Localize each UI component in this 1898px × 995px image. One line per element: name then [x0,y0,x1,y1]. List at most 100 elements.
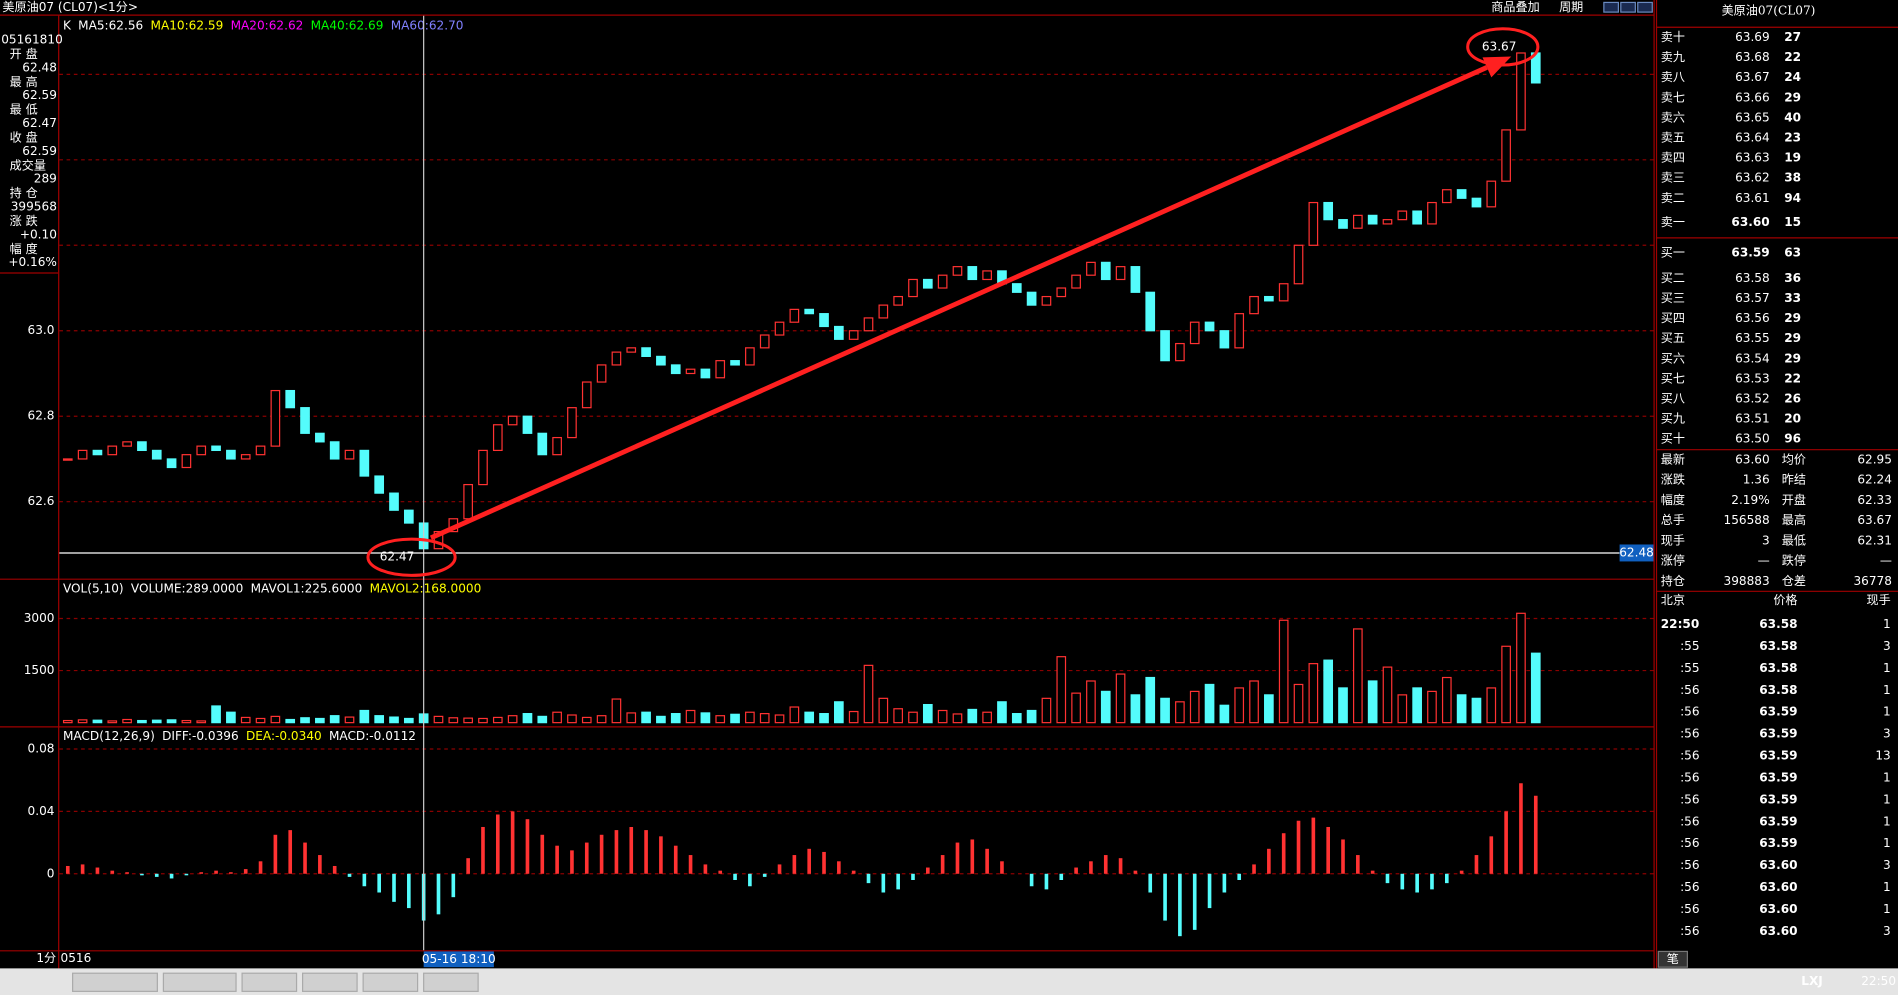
tab-label[interactable]: 笔 [1667,951,1679,966]
period-label: 1分 [36,951,56,965]
toolbar-item[interactable]: 商品叠加 [1491,0,1539,14]
y-tick-label: 0.04 [28,804,55,818]
candle [1026,291,1037,306]
volume-bar [759,713,770,724]
volume-bar [1041,697,1052,724]
book-volume: 26 [1784,391,1801,405]
tick-time: :56 [1680,792,1699,806]
price-tag [1619,544,1654,562]
volume-bar [1026,709,1037,724]
volume-bar [196,720,207,724]
book-volume: 33 [1784,291,1801,305]
book-volume: 20 [1784,412,1801,426]
candle [1086,261,1096,276]
book-price: 63.60 [1731,215,1769,229]
tick-time: :56 [1680,814,1699,828]
candle [1427,201,1437,225]
candle [922,278,933,289]
volume-bar [982,711,992,724]
info-label: 最 低 [10,103,38,117]
volume-bar [567,714,577,724]
candle [492,424,503,452]
candle [62,458,73,461]
ticks-header: 北京 [1661,593,1685,607]
book-label: 买八 [1661,391,1685,405]
stat-label: 涨停 [1661,553,1685,568]
book-price: 63.58 [1735,271,1770,285]
stat-value: 62.33 [1857,493,1892,507]
volume-bar [255,717,266,724]
volume-bar [656,715,666,724]
candle [300,407,310,434]
volume-bar [1056,656,1067,724]
window-icons[interactable] [1603,1,1653,13]
candle [581,381,592,409]
candle [1278,283,1289,302]
tick-time: :56 [1680,902,1699,916]
tick-qty: 1 [1883,683,1891,697]
legend-item: MA20:62.62 [231,18,304,32]
date-tag [423,951,494,968]
book-volume: 22 [1784,371,1801,385]
candle [789,308,800,323]
volume-bar [685,709,696,724]
candle [329,441,340,460]
legend-item: MACD:-0.0112 [329,728,416,742]
tick-price: 63.58 [1759,617,1797,631]
volume-bar [62,719,73,724]
volume-bar [448,717,459,724]
info-value: 289 [34,172,57,186]
legend-item: MA5:62.56 [78,18,143,32]
candle [1204,321,1215,332]
toolbar-item[interactable]: 周期 [1559,0,1583,14]
book-label: 买四 [1661,311,1685,325]
candle [137,441,147,452]
candle [285,389,296,409]
candle [759,334,770,349]
stat-value: 62.24 [1857,473,1892,487]
legend-item: VOLUME:289.0000 [131,581,243,595]
volume-bar [403,717,414,724]
book-volume: 29 [1784,331,1801,345]
book-label: 卖五 [1661,130,1685,144]
legend-item: MAVOL2:168.0000 [370,581,482,595]
candle [1264,295,1274,302]
legend: K MA5:62.56 MA10:62.59 MA20:62.62 MA40:62.69… [63,18,464,32]
info-value: 62.48 [22,60,57,74]
book-volume: 27 [1784,30,1801,44]
tick-qty: 1 [1883,814,1891,828]
volume-bar [1323,659,1334,724]
low-label: 62.47 [380,550,415,564]
volume-bar [1427,690,1437,724]
tab[interactable] [1657,950,1688,968]
taskbar-buttons[interactable] [72,972,479,992]
info-value: 399568 [11,199,57,213]
legend-item: MACD(12,26,9) [63,728,155,742]
volume-bar [937,709,948,724]
candle [181,454,192,469]
candle [685,368,696,375]
y-tick-label: 62.8 [28,409,55,423]
stat-value: — [1758,554,1770,568]
book-label: 买二 [1661,271,1685,285]
tick-qty: 1 [1883,880,1891,894]
volume-bar [1219,704,1230,724]
volume-bar [863,664,874,724]
book-price: 63.69 [1735,30,1770,44]
volume-bar [507,715,518,724]
volume-bar [552,711,562,724]
candle [937,274,948,289]
tick-price: 63.58 [1759,661,1797,675]
candle [389,492,399,511]
volume-bar [1293,683,1304,724]
info-value: +0.16% [8,255,57,269]
volume-bar [211,705,221,724]
volume-bar [804,711,815,724]
candle [1100,261,1111,281]
book-volume: 15 [1784,215,1801,229]
volume-bar [596,715,607,724]
stat-label: 开盘 [1782,492,1806,507]
candle [1397,210,1408,221]
volume-bar [967,708,978,724]
